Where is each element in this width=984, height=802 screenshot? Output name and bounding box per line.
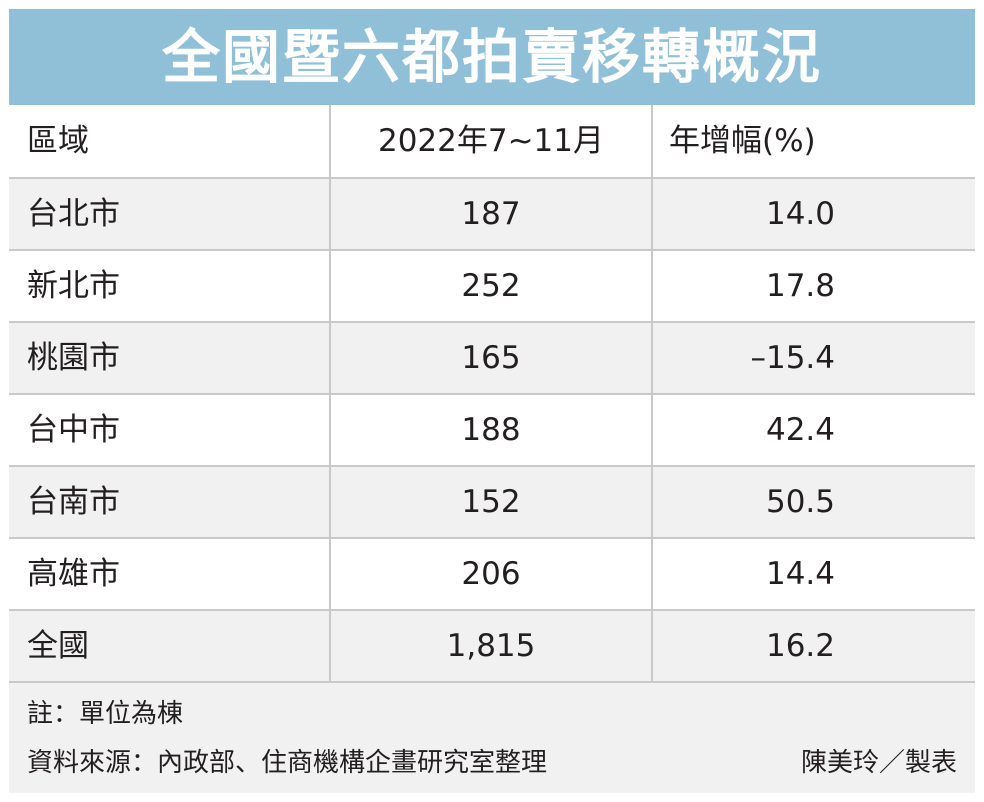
region-cell: 台中市 [9, 395, 331, 465]
growth-cell: 14.4 [765, 555, 835, 592]
region-cell: 台北市 [9, 179, 331, 249]
growth-cell: 17.8 [765, 267, 835, 304]
count-cell: 165 [331, 323, 653, 393]
table-row: 桃園市 165 –15.4 [9, 323, 975, 395]
table-row: 台中市 188 42.4 [9, 395, 975, 467]
region-cell: 高雄市 [9, 539, 331, 609]
infographic-table-card: 全國暨六都拍賣移轉概況 區域 2022年7~11月 年增幅(%) 台北市 187… [9, 9, 975, 793]
table-header-row: 區域 2022年7~11月 年增幅(%) [9, 105, 975, 179]
growth-cell: 16.2 [765, 627, 835, 664]
table-row-total: 全國 1,815 16.2 [9, 611, 975, 683]
region-cell: 新北市 [9, 251, 331, 321]
count-cell: 1,815 [331, 611, 653, 681]
count-cell: 152 [331, 467, 653, 537]
count-cell: 206 [331, 539, 653, 609]
title-banner: 全國暨六都拍賣移轉概況 [9, 9, 975, 105]
table-row: 台南市 152 50.5 [9, 467, 975, 539]
header-growth: 年增幅(%) [669, 122, 816, 159]
table-row: 台北市 187 14.0 [9, 179, 975, 251]
region-cell: 全國 [9, 611, 331, 681]
table-footer: 註：單位為棟 資料來源：內政部、住商機構企畫研究室整理 陳美玲／製表 [9, 683, 975, 793]
region-cell: 台南市 [9, 467, 331, 537]
auction-transfer-table: 區域 2022年7~11月 年增幅(%) 台北市 187 14.0 新北市 25… [9, 105, 975, 683]
unit-note: 註：單位為棟 [27, 699, 184, 729]
table-row: 高雄市 206 14.4 [9, 539, 975, 611]
header-region: 區域 [9, 105, 331, 177]
header-period: 2022年7~11月 [331, 105, 653, 177]
growth-cell: 14.0 [765, 195, 835, 232]
count-cell: 252 [331, 251, 653, 321]
count-cell: 187 [331, 179, 653, 249]
growth-cell: –15.4 [750, 339, 835, 376]
count-cell: 188 [331, 395, 653, 465]
growth-cell: 42.4 [765, 411, 835, 448]
growth-cell: 50.5 [765, 483, 835, 520]
table-credit: 陳美玲／製表 [800, 748, 957, 778]
page-title: 全國暨六都拍賣移轉概況 [161, 23, 822, 91]
table-row: 新北市 252 17.8 [9, 251, 975, 323]
region-cell: 桃園市 [9, 323, 331, 393]
data-source: 資料來源：內政部、住商機構企畫研究室整理 [27, 748, 548, 778]
